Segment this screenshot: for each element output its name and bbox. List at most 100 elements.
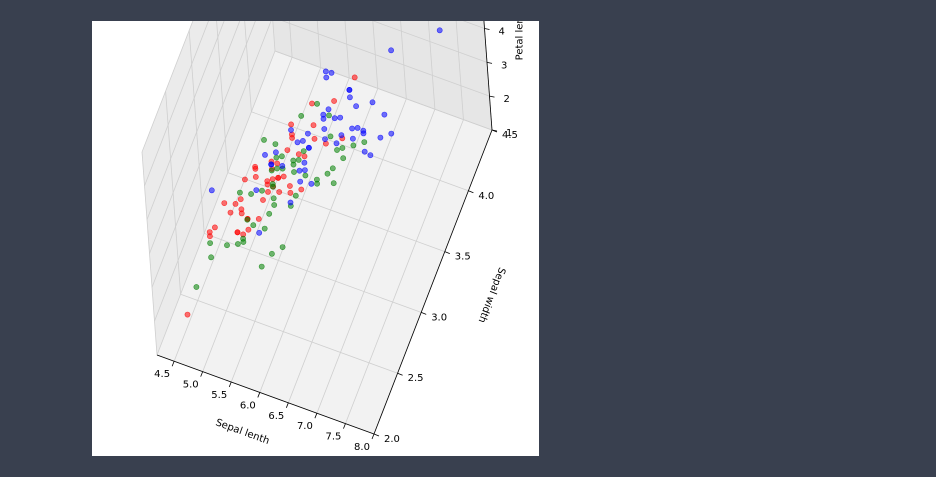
scatter-point (208, 187, 215, 194)
scatter-point (304, 130, 311, 137)
scatter-point (323, 74, 330, 81)
back-pane (272, 21, 492, 130)
z-tick-label: 4 (499, 27, 505, 38)
x-tick (228, 381, 232, 388)
left-pane (142, 21, 275, 355)
scatter-point (314, 100, 320, 107)
y-tick (373, 433, 380, 437)
scatter-point (261, 225, 268, 232)
scatter-point (256, 229, 263, 236)
y-grid-line (251, 111, 469, 192)
scatter-point (268, 250, 275, 257)
z-grid-line (154, 21, 272, 322)
scatter-point (346, 94, 353, 101)
scatter-point (436, 27, 443, 34)
z-tick (491, 129, 498, 132)
scatter-point (381, 111, 388, 118)
z-grid-line (149, 21, 241, 254)
scatter-point (269, 176, 276, 182)
scatter-point (227, 209, 234, 216)
scatter-point (252, 163, 258, 170)
scatter-point (367, 152, 374, 159)
scatter-point (284, 147, 291, 154)
scatter-point (272, 149, 279, 156)
scatter-point (261, 137, 267, 143)
scatter-point (333, 140, 340, 147)
scatter-point (292, 192, 299, 199)
scatter-point (262, 151, 268, 158)
scatter-point (296, 167, 303, 174)
x-tick (343, 423, 346, 429)
scatter-point (234, 229, 241, 236)
x-tick-label: 4.5 (154, 369, 170, 380)
y-tick-label: 4.5 (502, 130, 518, 141)
scatter-point (297, 178, 304, 185)
scatter-point (320, 111, 327, 118)
scatter-point (321, 126, 328, 132)
scatter-point (259, 187, 265, 194)
scatter-point (291, 169, 297, 175)
scatter-point (287, 189, 294, 196)
scatter-point (350, 142, 357, 149)
scatter-point (301, 167, 308, 173)
scatter-point (346, 87, 353, 93)
scatter-point (272, 141, 279, 147)
scatter-point (245, 226, 252, 233)
scatter-point (232, 200, 239, 207)
x-tick-label: 6.5 (268, 411, 284, 422)
scatter-point (274, 165, 280, 172)
data-points (184, 27, 443, 318)
scatter-point (238, 210, 245, 217)
scatter-point (264, 178, 271, 184)
axis-panes (142, 21, 492, 434)
z-grid-line (281, 21, 490, 97)
scatter-point (369, 99, 376, 106)
scatter-point (361, 148, 368, 155)
scatter-point (279, 162, 286, 169)
scatter-point (329, 165, 336, 172)
y-tick-label: 3.0 (431, 312, 447, 323)
x-tick-label: 6.0 (240, 400, 256, 411)
scatter-point (331, 98, 337, 104)
scatter-point (250, 222, 257, 229)
scatter-point (337, 114, 344, 121)
z-grid-line (146, 21, 225, 220)
scatter-point (328, 69, 335, 76)
scatter-point (339, 145, 346, 151)
scatter-point (330, 180, 337, 187)
scatter-point (299, 138, 306, 144)
x-grid-line (259, 88, 379, 393)
scatter-point (234, 241, 241, 247)
z-axis-label: Petal length (515, 21, 526, 60)
scatter-point (377, 134, 384, 141)
x-tick-label: 7.0 (297, 421, 313, 432)
floor-pane (157, 51, 492, 434)
scatter-point (279, 244, 286, 250)
scatter-point (276, 189, 283, 195)
y-tick-label: 3.5 (455, 252, 471, 263)
tick-marks (171, 28, 498, 440)
scatter-point (278, 153, 285, 160)
x-grid-line (173, 57, 293, 362)
scatter-point (224, 242, 230, 249)
scatter-point (305, 144, 312, 151)
x-axis-label: Sepal lenth (214, 417, 271, 447)
z-grid-line (156, 50, 276, 356)
scatter-point (310, 122, 317, 129)
x-tick (171, 361, 175, 367)
scatter-point (248, 191, 254, 197)
x-tick (285, 402, 289, 408)
scatter-point (266, 210, 273, 217)
scatter-point (338, 132, 345, 139)
x-tick-label: 5.5 (211, 390, 227, 401)
scatter-point (300, 148, 307, 155)
scatter-point (354, 125, 361, 131)
scatter-point (193, 284, 200, 290)
scatter-point (268, 161, 275, 168)
scatter-point (301, 153, 308, 160)
3d-scatter-plot: 4.5 5.0 5.5 6.0 6.5 7.0 7.5 8.0 2.0 2.5 3.0 3.5 4.0 4… (141, 21, 526, 453)
y-grid-line (204, 233, 422, 313)
x-tick (257, 392, 261, 398)
scatter-point (309, 100, 315, 107)
z-grid-line (144, 21, 209, 186)
